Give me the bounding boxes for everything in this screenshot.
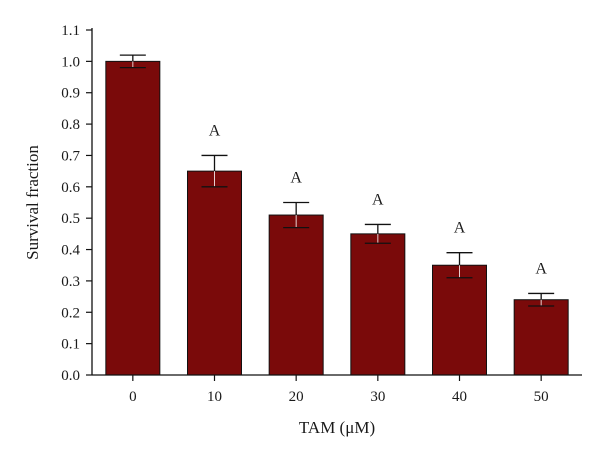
significance-label-30: A xyxy=(372,191,384,208)
annotations-layer: A A A A A xyxy=(209,122,548,277)
significance-label-10: A xyxy=(209,122,221,139)
y-tick-label-0.9: 0.9 xyxy=(61,86,80,102)
significance-label-50: A xyxy=(535,260,547,277)
x-axis-title: TAM (μM) xyxy=(299,418,375,437)
x-tick-label-10: 10 xyxy=(207,389,222,405)
bar-0 xyxy=(105,60,161,376)
y-tick-label-0.0: 0.0 xyxy=(61,368,80,384)
y-tick-label-0.7: 0.7 xyxy=(61,148,80,164)
y-tick-label-0.8: 0.8 xyxy=(61,117,80,133)
significance-label-40: A xyxy=(454,220,466,237)
x-tick-label-30: 30 xyxy=(370,389,385,405)
y-tick-label-0.6: 0.6 xyxy=(61,180,80,196)
bar-50 xyxy=(513,299,569,376)
bar-30 xyxy=(350,233,406,376)
y-tick-label-0.1: 0.1 xyxy=(61,337,80,353)
x-tick-label-20: 20 xyxy=(289,389,304,405)
significance-label-20: A xyxy=(290,170,302,187)
bar-10 xyxy=(187,170,242,376)
axes-layer: 0.0 0.1 0.2 0.3 0.4 0.5 0.6 0.7 0.8 0.9 1.0 1.1 0 10 2… xyxy=(61,23,582,405)
y-tick-label-1.1: 1.1 xyxy=(61,23,80,39)
y-tick-label-0.4: 0.4 xyxy=(61,243,80,259)
y-axis-title: Survival fraction xyxy=(23,145,42,260)
error-bars-layer xyxy=(119,54,555,307)
bar-40 xyxy=(432,264,487,376)
x-tick-label-40: 40 xyxy=(452,389,467,405)
x-tick-label-50: 50 xyxy=(534,389,549,405)
bars-layer xyxy=(105,60,569,376)
y-tick-label-1.0: 1.0 xyxy=(61,54,80,70)
y-tick-label-0.5: 0.5 xyxy=(61,211,80,227)
y-tick-label-0.2: 0.2 xyxy=(61,305,80,321)
bar-20 xyxy=(268,214,324,376)
y-tick-label-0.3: 0.3 xyxy=(61,274,80,290)
x-tick-label-0: 0 xyxy=(129,389,137,405)
